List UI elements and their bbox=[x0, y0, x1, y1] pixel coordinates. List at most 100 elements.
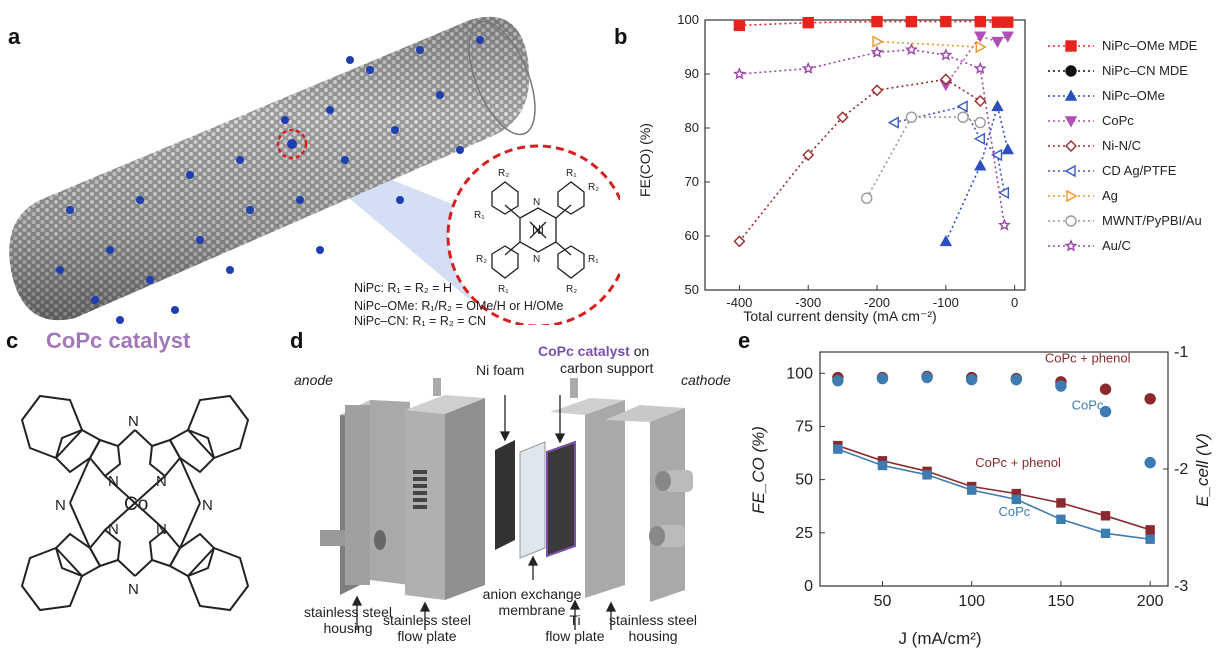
chart-b-ytick-label: 80 bbox=[685, 120, 699, 135]
chart-b-point bbox=[1002, 16, 1014, 28]
legend-label: Au/C bbox=[1102, 238, 1131, 253]
n-bottom: N bbox=[533, 254, 540, 265]
chart-e-ytick-left-label: 0 bbox=[804, 578, 813, 595]
legend-swatch bbox=[1048, 140, 1094, 152]
left-flow-label-2: flow plate bbox=[397, 628, 457, 644]
chart-b-axes: -400 -300 -200 -100 0 50 60 70 80 90 100 bbox=[677, 12, 1026, 310]
chart-e-point bbox=[1056, 514, 1066, 525]
chart-b-ytick-label: 70 bbox=[685, 174, 699, 189]
panel-b-chart: -400 -300 -200 -100 0 50 60 70 80 90 100 Total cur… bbox=[637, 12, 1026, 324]
ni-center-label: Ni bbox=[532, 223, 544, 237]
co-center-label: Co bbox=[124, 494, 148, 515]
chart-e-point bbox=[1144, 393, 1156, 405]
chart-b-point bbox=[733, 235, 746, 248]
chart-b-point bbox=[956, 100, 968, 113]
chart-b-point bbox=[870, 45, 884, 58]
membrane-label: anion exchange membrane bbox=[470, 586, 594, 618]
chart-b-xtick-label: -300 bbox=[795, 295, 821, 310]
chart-e-xtick-label: 100 bbox=[958, 593, 985, 610]
panel-c-copc-structure: Co N N N N N N N N bbox=[20, 394, 250, 612]
ti-flow-plate bbox=[550, 378, 625, 598]
legend-swatch bbox=[1048, 65, 1094, 77]
legend-item: NiPc–CN MDE bbox=[1044, 61, 1219, 81]
chart-b-frame bbox=[704, 19, 1026, 291]
ni-foam-label: Ni foam bbox=[476, 362, 525, 378]
legend-marker bbox=[1065, 40, 1077, 52]
chart-b-series-4 bbox=[733, 73, 987, 248]
left-housing bbox=[320, 400, 410, 595]
chart-b-point bbox=[887, 116, 899, 129]
chart-b-point bbox=[871, 15, 883, 28]
left-housing-label-2: housing bbox=[323, 620, 373, 636]
left-housing-label-1: stainless steel bbox=[304, 604, 392, 620]
panel-a-nanotube-figure: Ni N N R₁ R₂ R₁ R₂ R₂ R₁ R₁ R₂ NiPc: R₁ … bbox=[9, 16, 620, 325]
chart-e-point bbox=[1056, 498, 1066, 508]
chart-b-line bbox=[945, 103, 1009, 242]
legend-swatch bbox=[1048, 89, 1094, 101]
legend-item: NiPc–OMe bbox=[1044, 86, 1219, 106]
chart-e-line bbox=[837, 448, 1151, 540]
legend-marker bbox=[1066, 189, 1078, 203]
chart-b-point bbox=[973, 61, 987, 75]
chart-b-point bbox=[939, 234, 953, 247]
legend-swatch bbox=[1048, 215, 1094, 227]
right-housing-label-1: stainless steel bbox=[609, 612, 697, 628]
n-inner-tl: N bbox=[108, 473, 119, 490]
zoom-ring-large bbox=[446, 144, 620, 325]
legend-label: NiPc–CN MDE bbox=[1102, 63, 1188, 78]
chart-e-xtick-label: 200 bbox=[1137, 593, 1164, 610]
catalyst-label: CoPc catalyst on bbox=[538, 343, 649, 359]
membrane-label-2: membrane bbox=[498, 602, 566, 618]
catalyst-layer bbox=[546, 440, 576, 558]
left-flow-label-1: stainless steel bbox=[383, 612, 471, 628]
chart-b-point bbox=[997, 218, 1011, 231]
chart-b-series-7 bbox=[861, 111, 986, 204]
chart-b-xtick-label: -100 bbox=[933, 295, 959, 310]
chart-b-point bbox=[836, 111, 849, 124]
legend-marker bbox=[1064, 164, 1076, 178]
chart-b-ytick-label: 100 bbox=[677, 12, 699, 27]
legend-swatch bbox=[1048, 40, 1094, 52]
chart-b-series-2 bbox=[939, 99, 1014, 247]
r2-right: R₂ bbox=[588, 182, 599, 193]
chart-b-point bbox=[991, 99, 1004, 112]
right-housing bbox=[605, 405, 693, 602]
chart-e-point bbox=[1100, 511, 1111, 521]
chart-e-ytick-right-label: -2 bbox=[1174, 461, 1188, 478]
legend-swatch bbox=[1048, 239, 1094, 252]
legend-label: Ag bbox=[1102, 188, 1118, 203]
chart-b-point bbox=[1001, 143, 1014, 155]
chart-e-point bbox=[1011, 494, 1022, 505]
caption-nipc: NiPc: R₁ = R₂ = H bbox=[354, 281, 452, 295]
chart-b-point bbox=[973, 132, 985, 145]
legend-label: NiPc–OMe MDE bbox=[1102, 38, 1198, 53]
n-inner-br: N bbox=[156, 521, 167, 538]
ti-flow-label-1: Ti bbox=[569, 612, 581, 628]
chart-e-point bbox=[1144, 456, 1156, 469]
membrane-label-1: anion exchange bbox=[482, 586, 582, 602]
legend-item: CoPc bbox=[1044, 111, 1219, 131]
n-top: N bbox=[533, 197, 540, 208]
chart-b-series-3 bbox=[939, 31, 1014, 92]
chart-b-point bbox=[957, 111, 969, 123]
legend-swatch bbox=[1048, 116, 1094, 128]
chart-b-point bbox=[974, 15, 986, 28]
legend-item: MWNT/PyPBI/Au bbox=[1044, 211, 1219, 231]
anode-label: anode bbox=[294, 372, 333, 388]
legend-label: CoPc bbox=[1102, 113, 1134, 128]
chart-b-point bbox=[974, 116, 986, 129]
ti-flow-label: Ti flow plate bbox=[530, 612, 620, 644]
n-meso-top: N bbox=[128, 413, 139, 430]
panel-label-e: e bbox=[738, 328, 751, 353]
chart-b-point bbox=[733, 19, 746, 32]
chart-b-point bbox=[997, 186, 1010, 199]
chart-b-point bbox=[905, 111, 918, 123]
chart-e-point bbox=[832, 375, 844, 387]
carbon-support-label: carbon support bbox=[560, 360, 654, 376]
caption-nipc-ome: NiPc–OMe: R₁/R₂ = OMe/H or H/OMe bbox=[354, 299, 564, 313]
chart-b-ytick-label: 60 bbox=[685, 228, 699, 243]
chart-e-series-1 bbox=[832, 371, 1156, 469]
chart-b-point bbox=[871, 84, 884, 97]
legend-swatch bbox=[1048, 164, 1094, 178]
anno-v-phenol: CoPc + phenol bbox=[975, 455, 1061, 470]
